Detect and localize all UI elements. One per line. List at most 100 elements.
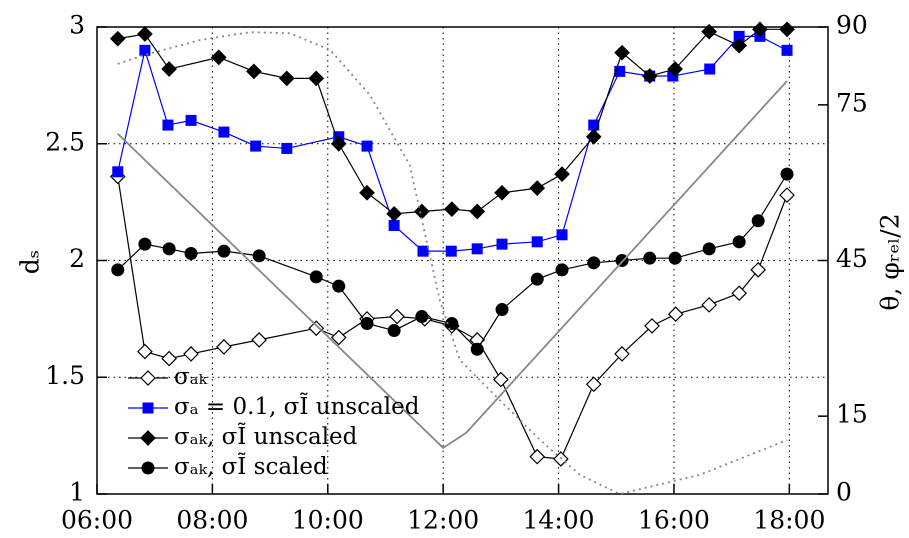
marker	[704, 63, 716, 75]
marker	[470, 342, 484, 356]
series-line	[117, 80, 788, 449]
marker	[413, 203, 430, 220]
marker	[471, 243, 483, 255]
marker	[386, 205, 402, 222]
legend-entry: σₐₖ, σĨ scaled	[128, 452, 328, 480]
marker	[278, 70, 295, 87]
marker	[359, 184, 375, 201]
x-tick-label: 12:00	[407, 506, 479, 535]
marker	[495, 303, 509, 317]
marker	[529, 180, 546, 196]
marker	[587, 256, 601, 270]
x-tick-label: 14:00	[523, 506, 595, 535]
y2-tick-label: 90	[836, 11, 868, 40]
marker	[246, 63, 262, 80]
marker	[361, 140, 373, 152]
x-tick-label: 08:00	[176, 506, 248, 535]
y2-tick-label: 45	[836, 244, 868, 273]
marker	[142, 402, 154, 414]
series-line	[117, 28, 788, 215]
marker	[644, 318, 660, 334]
marker	[185, 114, 197, 126]
y2-tick-label: 15	[836, 400, 868, 429]
y-tick-label: 1.5	[45, 361, 85, 390]
marker	[750, 261, 767, 278]
marker	[556, 229, 568, 241]
marker	[183, 346, 199, 362]
marker	[731, 37, 747, 54]
marker	[614, 346, 630, 362]
marker	[139, 44, 151, 56]
legend-label: σₐₖ, σĨ unscaled	[174, 422, 358, 450]
marker	[109, 30, 126, 47]
marker	[111, 263, 125, 277]
y-tick-label: 2	[69, 244, 85, 273]
marker	[780, 167, 794, 181]
marker	[445, 245, 457, 257]
marker	[469, 203, 486, 220]
legend-entry: σₐ = 0.1, σĨ unscaled	[128, 392, 420, 420]
marker	[733, 30, 745, 42]
marker	[252, 249, 266, 263]
legend-entry: σₐₖ, σĨ unscaled	[128, 422, 358, 450]
marker	[641, 68, 658, 84]
x-tick-label: 18:00	[753, 506, 825, 535]
legend-label: σₐₖ	[174, 364, 208, 390]
marker	[389, 308, 405, 325]
marker	[112, 166, 124, 178]
marker	[388, 219, 400, 231]
plot-frame	[96, 26, 829, 495]
marker	[141, 461, 155, 475]
marker	[250, 140, 262, 152]
marker	[529, 448, 546, 465]
marker	[417, 245, 429, 257]
y2-tick-label: 0	[836, 478, 852, 507]
y2-axis-label: θ, φᵣₑₗ/2	[876, 213, 905, 310]
marker	[496, 238, 508, 250]
marker	[701, 23, 717, 40]
x-tick-label: 16:00	[638, 506, 710, 535]
marker	[415, 310, 429, 324]
marker	[281, 142, 293, 154]
marker	[668, 251, 682, 265]
marker	[309, 270, 323, 284]
marker	[701, 297, 717, 313]
y-tick-label: 2.5	[45, 127, 85, 156]
marker	[445, 317, 459, 331]
marker	[140, 430, 156, 446]
marker	[752, 21, 768, 38]
y-axis-label: dₛ	[16, 250, 45, 274]
marker	[308, 320, 325, 337]
legend-label: σₐ = 0.1, σĨ unscaled	[174, 392, 420, 420]
marker	[210, 49, 227, 66]
marker	[531, 236, 543, 248]
marker	[137, 343, 153, 360]
y-tick-label: 1	[69, 478, 85, 507]
y2-tick-label: 75	[836, 88, 868, 117]
marker	[530, 272, 544, 286]
marker	[138, 237, 152, 251]
marker	[387, 324, 401, 338]
marker	[184, 246, 198, 260]
marker	[330, 135, 347, 152]
marker	[731, 285, 747, 302]
marker	[494, 184, 510, 201]
marker	[667, 306, 684, 323]
marker	[443, 201, 460, 217]
marker	[732, 235, 746, 249]
marker	[588, 119, 600, 131]
marker	[161, 350, 177, 367]
marker	[161, 61, 177, 77]
y-tick-label: 3	[69, 11, 85, 40]
marker	[585, 376, 602, 393]
marker	[614, 65, 626, 77]
marker	[330, 329, 347, 346]
marker	[667, 61, 683, 77]
marker	[162, 119, 174, 131]
series-line	[117, 31, 788, 495]
marker	[137, 26, 153, 42]
marker	[779, 187, 795, 203]
marker	[781, 44, 793, 56]
marker	[667, 70, 679, 82]
legend-label: σₐₖ, σĨ scaled	[174, 452, 328, 480]
